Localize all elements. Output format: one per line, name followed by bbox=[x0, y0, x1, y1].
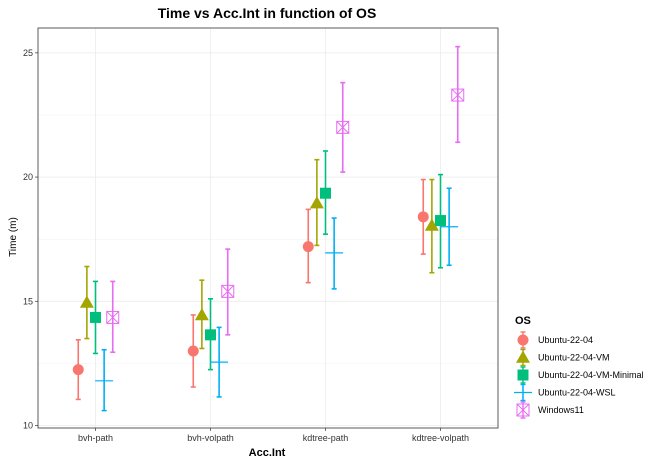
marker-triangle bbox=[309, 196, 324, 209]
x-axis-title: Acc.Int bbox=[249, 447, 286, 459]
marker-triangle bbox=[194, 307, 209, 321]
legend-item: Ubuntu-22-04-WSL bbox=[514, 383, 616, 402]
legend-item: Ubuntu-22-04-VM-Minimal bbox=[517, 366, 644, 384]
data-point bbox=[106, 310, 120, 324]
y-tick-label: 25 bbox=[23, 48, 33, 58]
data-point bbox=[302, 241, 314, 253]
data-point bbox=[194, 307, 209, 321]
marker-triangle bbox=[79, 295, 94, 308]
marker-square bbox=[517, 369, 529, 381]
legend-label: Windows11 bbox=[538, 405, 584, 415]
data-point bbox=[210, 353, 229, 372]
x-tick-label: kdtree-path bbox=[303, 433, 349, 443]
data-point bbox=[205, 329, 216, 341]
data-point bbox=[72, 364, 84, 376]
x-tick-label: bvh-volpath bbox=[187, 433, 234, 443]
x-tick-label: bvh-path bbox=[78, 433, 113, 443]
data-point bbox=[95, 371, 114, 390]
marker-triangle bbox=[516, 350, 530, 363]
legend-label: Ubuntu-22-04-VM bbox=[538, 353, 610, 363]
legend-title: OS bbox=[515, 315, 531, 327]
marker-x2 bbox=[451, 88, 465, 102]
marker-box bbox=[516, 403, 530, 417]
marker-circle bbox=[72, 364, 84, 376]
data-point bbox=[451, 88, 465, 102]
data-point bbox=[90, 311, 101, 323]
legend-item: Ubuntu-22-04 bbox=[517, 331, 593, 349]
y-tick-label: 10 bbox=[23, 421, 33, 431]
data-point bbox=[79, 295, 94, 308]
marker-circle bbox=[302, 241, 314, 253]
marker-box bbox=[451, 88, 465, 102]
y-tick-label: 15 bbox=[23, 296, 33, 306]
data-point bbox=[320, 187, 331, 199]
data-point bbox=[336, 120, 350, 134]
marker-x2 bbox=[516, 403, 530, 417]
marker-square bbox=[435, 215, 446, 227]
legend-key bbox=[514, 383, 532, 402]
data-point bbox=[440, 217, 459, 236]
legend: OS Ubuntu-22-04 Ubuntu-22-04-VM Ubuntu-22-… bbox=[514, 315, 644, 419]
marker-circle bbox=[517, 334, 529, 346]
y-axis-title: Time (m) bbox=[8, 217, 19, 257]
legend-item: Ubuntu-22-04-VM bbox=[516, 348, 610, 367]
chart-title: Time vs Acc.Int in function of OS bbox=[158, 5, 377, 21]
legend-key bbox=[517, 334, 529, 346]
marker-square bbox=[320, 187, 331, 199]
legend-key bbox=[517, 369, 529, 381]
panel-background bbox=[38, 28, 498, 428]
data-point bbox=[435, 215, 446, 227]
marker-x2 bbox=[106, 311, 120, 324]
legend-item: Windows11 bbox=[516, 401, 584, 419]
marker-square bbox=[205, 329, 216, 341]
marker-triangle bbox=[424, 218, 439, 231]
data-point bbox=[325, 243, 344, 262]
legend-label: Ubuntu-22-04-VM-Minimal bbox=[538, 370, 644, 380]
marker-box bbox=[336, 120, 350, 134]
x-tick-label: kdtree-volpath bbox=[412, 433, 469, 443]
marker-circle bbox=[417, 211, 429, 223]
marker-box bbox=[106, 310, 120, 324]
legend-label: Ubuntu-22-04 bbox=[538, 335, 593, 345]
marker-box bbox=[221, 284, 235, 298]
legend-key bbox=[516, 403, 530, 417]
data-point bbox=[417, 211, 429, 223]
data-point bbox=[187, 345, 199, 357]
marker-circle bbox=[187, 345, 199, 357]
plot-area: 10 15 20 25 bvh-path bvh-volpath kdtree-path kd… bbox=[23, 27, 499, 443]
marker-x2 bbox=[221, 285, 235, 298]
legend-label: Ubuntu-22-04-WSL bbox=[538, 388, 616, 398]
panel-border bbox=[37, 27, 499, 429]
marker-x2 bbox=[336, 121, 350, 134]
legend-key bbox=[516, 350, 530, 363]
marker-square bbox=[90, 311, 101, 323]
data-point bbox=[424, 218, 439, 231]
data-point bbox=[221, 284, 235, 298]
data-point bbox=[309, 196, 324, 209]
y-tick-label: 20 bbox=[23, 172, 33, 182]
